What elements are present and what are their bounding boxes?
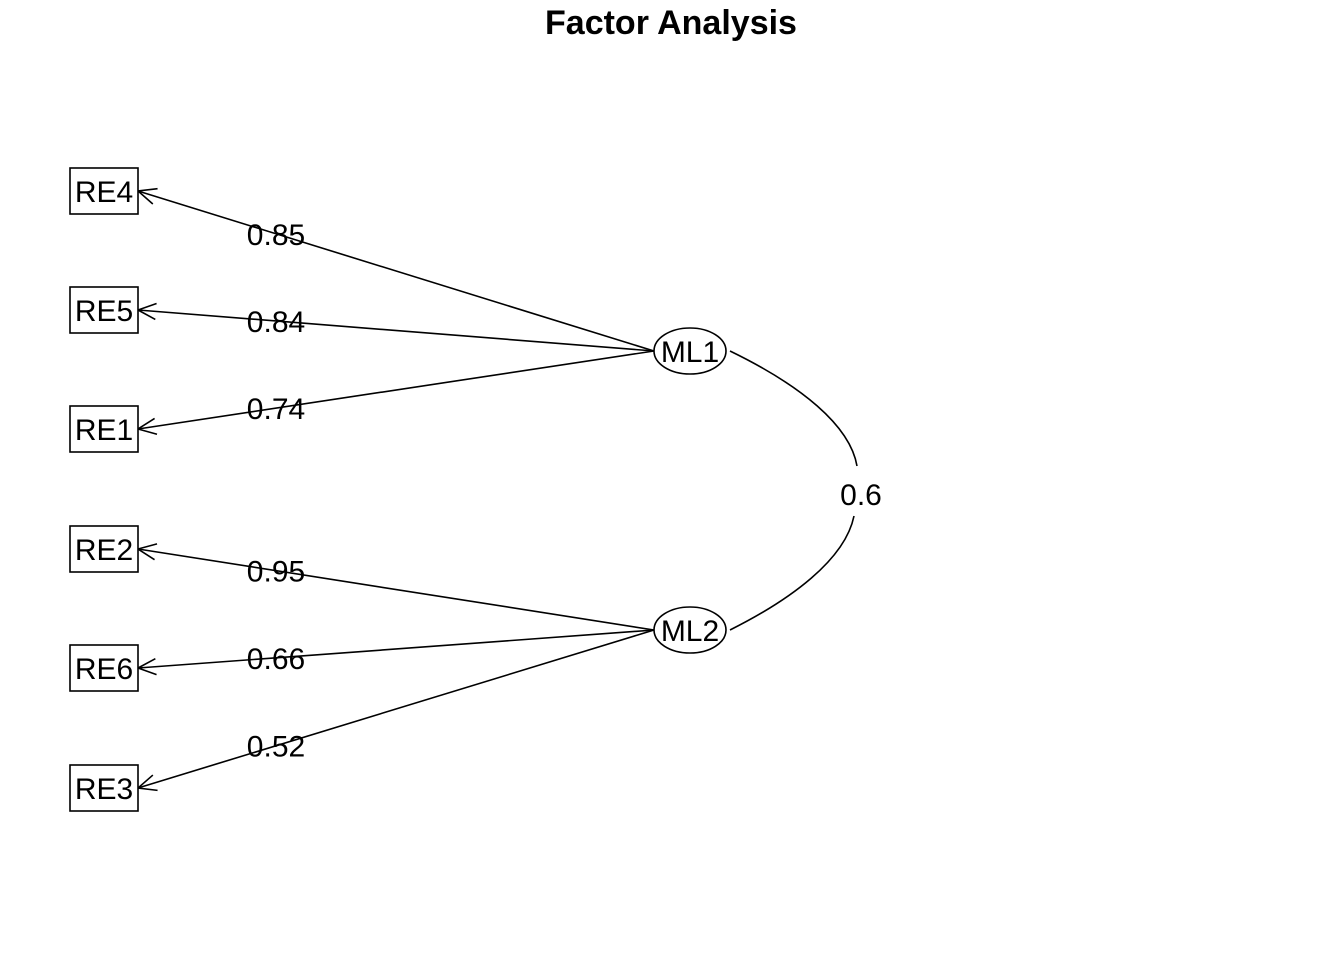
indicator-box	[69, 525, 139, 573]
loading-arrow	[136, 629, 655, 676]
factor-ellipse	[653, 606, 727, 654]
loading-arrow	[136, 302, 655, 352]
loading-label: 0.84	[247, 306, 305, 339]
indicator-box	[69, 286, 139, 334]
loading-label: 0.85	[247, 219, 305, 252]
loading-edges	[136, 187, 655, 792]
indicator-box	[69, 167, 139, 215]
diagram-title: Factor Analysis	[545, 4, 797, 42]
indicator-label: RE1	[75, 414, 133, 447]
indicator-box	[69, 644, 139, 692]
correlation-curve-upper	[729, 350, 858, 467]
loading-arrow	[136, 187, 655, 352]
indicator-label: RE4	[75, 176, 133, 209]
nodes: RE4 RE5 RE1 RE2 RE6 RE3 ML1 ML2	[69, 167, 727, 812]
loading-label: 0.95	[247, 556, 305, 589]
loading-label: 0.52	[247, 731, 305, 764]
factor-label: ML2	[661, 615, 719, 648]
indicator-label: RE6	[75, 653, 133, 686]
factor-ellipse	[653, 327, 727, 375]
indicator-label: RE2	[75, 534, 133, 567]
indicator-label: RE3	[75, 773, 133, 806]
indicator-label: RE5	[75, 295, 133, 328]
loading-arrow	[136, 350, 655, 435]
loading-labels: 0.85 0.84 0.74 0.95 0.66 0.52	[247, 219, 305, 764]
correlation-label: 0.6	[840, 479, 882, 512]
factor-label: ML1	[661, 336, 719, 369]
indicator-box	[69, 405, 139, 453]
loading-arrow	[136, 543, 655, 631]
loading-arrow	[136, 629, 655, 792]
loading-label: 0.74	[247, 393, 305, 426]
loading-label: 0.66	[247, 643, 305, 676]
correlation-curve-lower	[729, 515, 855, 631]
indicator-box	[69, 764, 139, 812]
